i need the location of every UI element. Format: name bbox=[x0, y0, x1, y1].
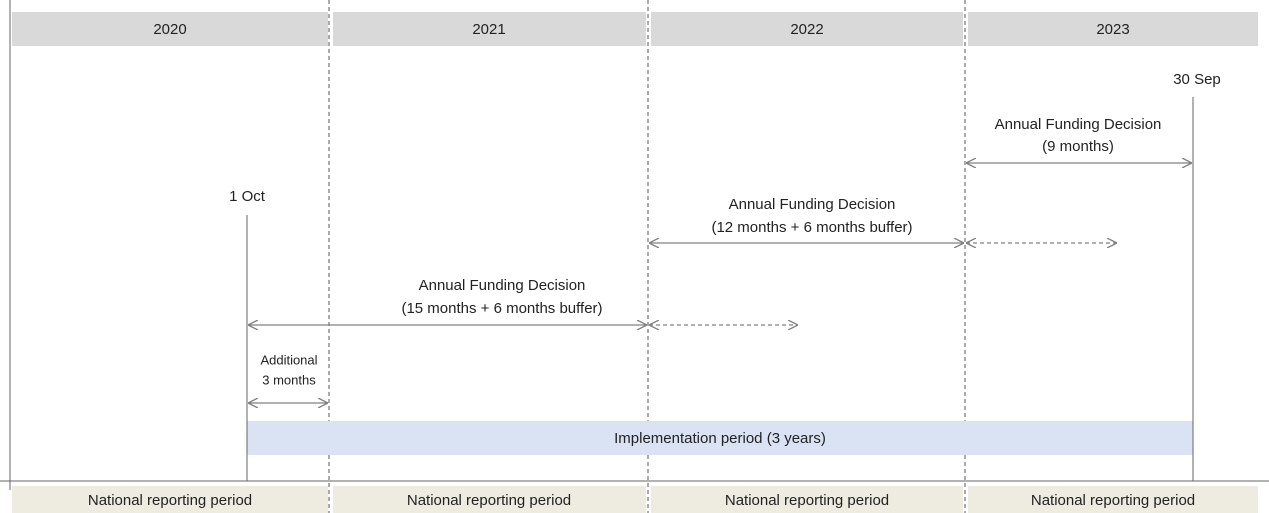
footer-box bbox=[12, 486, 328, 513]
decision-title: Annual Funding Decision bbox=[419, 277, 586, 294]
additional-label: 3 months bbox=[262, 372, 316, 387]
footer-label: National reporting period bbox=[725, 492, 889, 509]
decision-title: Annual Funding Decision bbox=[729, 196, 896, 213]
decision-detail: (12 months + 6 months buffer) bbox=[711, 219, 912, 236]
footer-label: National reporting period bbox=[407, 492, 571, 509]
footer-label: National reporting period bbox=[88, 492, 252, 509]
implementation-bar bbox=[247, 421, 1193, 455]
year-box bbox=[333, 12, 646, 46]
decision-title: Annual Funding Decision bbox=[995, 116, 1162, 133]
end-date: 30 Sep bbox=[1173, 71, 1221, 88]
year-label: 2020 bbox=[153, 21, 186, 38]
year-box bbox=[651, 12, 963, 46]
decision-detail: (9 months) bbox=[1042, 138, 1114, 155]
year-label: 2022 bbox=[790, 21, 823, 38]
year-box bbox=[968, 12, 1258, 46]
footer-box bbox=[651, 486, 963, 513]
start-date: 1 Oct bbox=[229, 188, 266, 205]
year-label: 2023 bbox=[1096, 21, 1129, 38]
implementation-label: Implementation period (3 years) bbox=[614, 430, 826, 447]
footer-box bbox=[968, 486, 1258, 513]
additional-label: Additional bbox=[260, 352, 317, 367]
year-label: 2021 bbox=[472, 21, 505, 38]
year-box bbox=[12, 12, 328, 46]
footer-label: National reporting period bbox=[1031, 492, 1195, 509]
decision-detail: (15 months + 6 months buffer) bbox=[401, 300, 602, 317]
footer-box bbox=[333, 486, 646, 513]
